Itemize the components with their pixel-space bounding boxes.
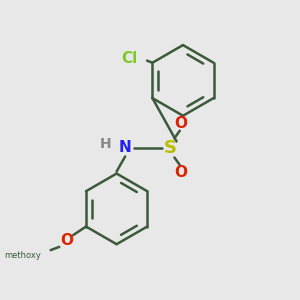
Text: S: S: [164, 139, 177, 157]
Text: O: O: [174, 116, 187, 131]
Text: Cl: Cl: [121, 51, 137, 66]
Text: methoxy: methoxy: [4, 251, 41, 260]
Text: H: H: [100, 136, 111, 151]
Text: N: N: [119, 140, 132, 155]
Text: O: O: [174, 165, 187, 180]
Text: O: O: [60, 233, 73, 248]
